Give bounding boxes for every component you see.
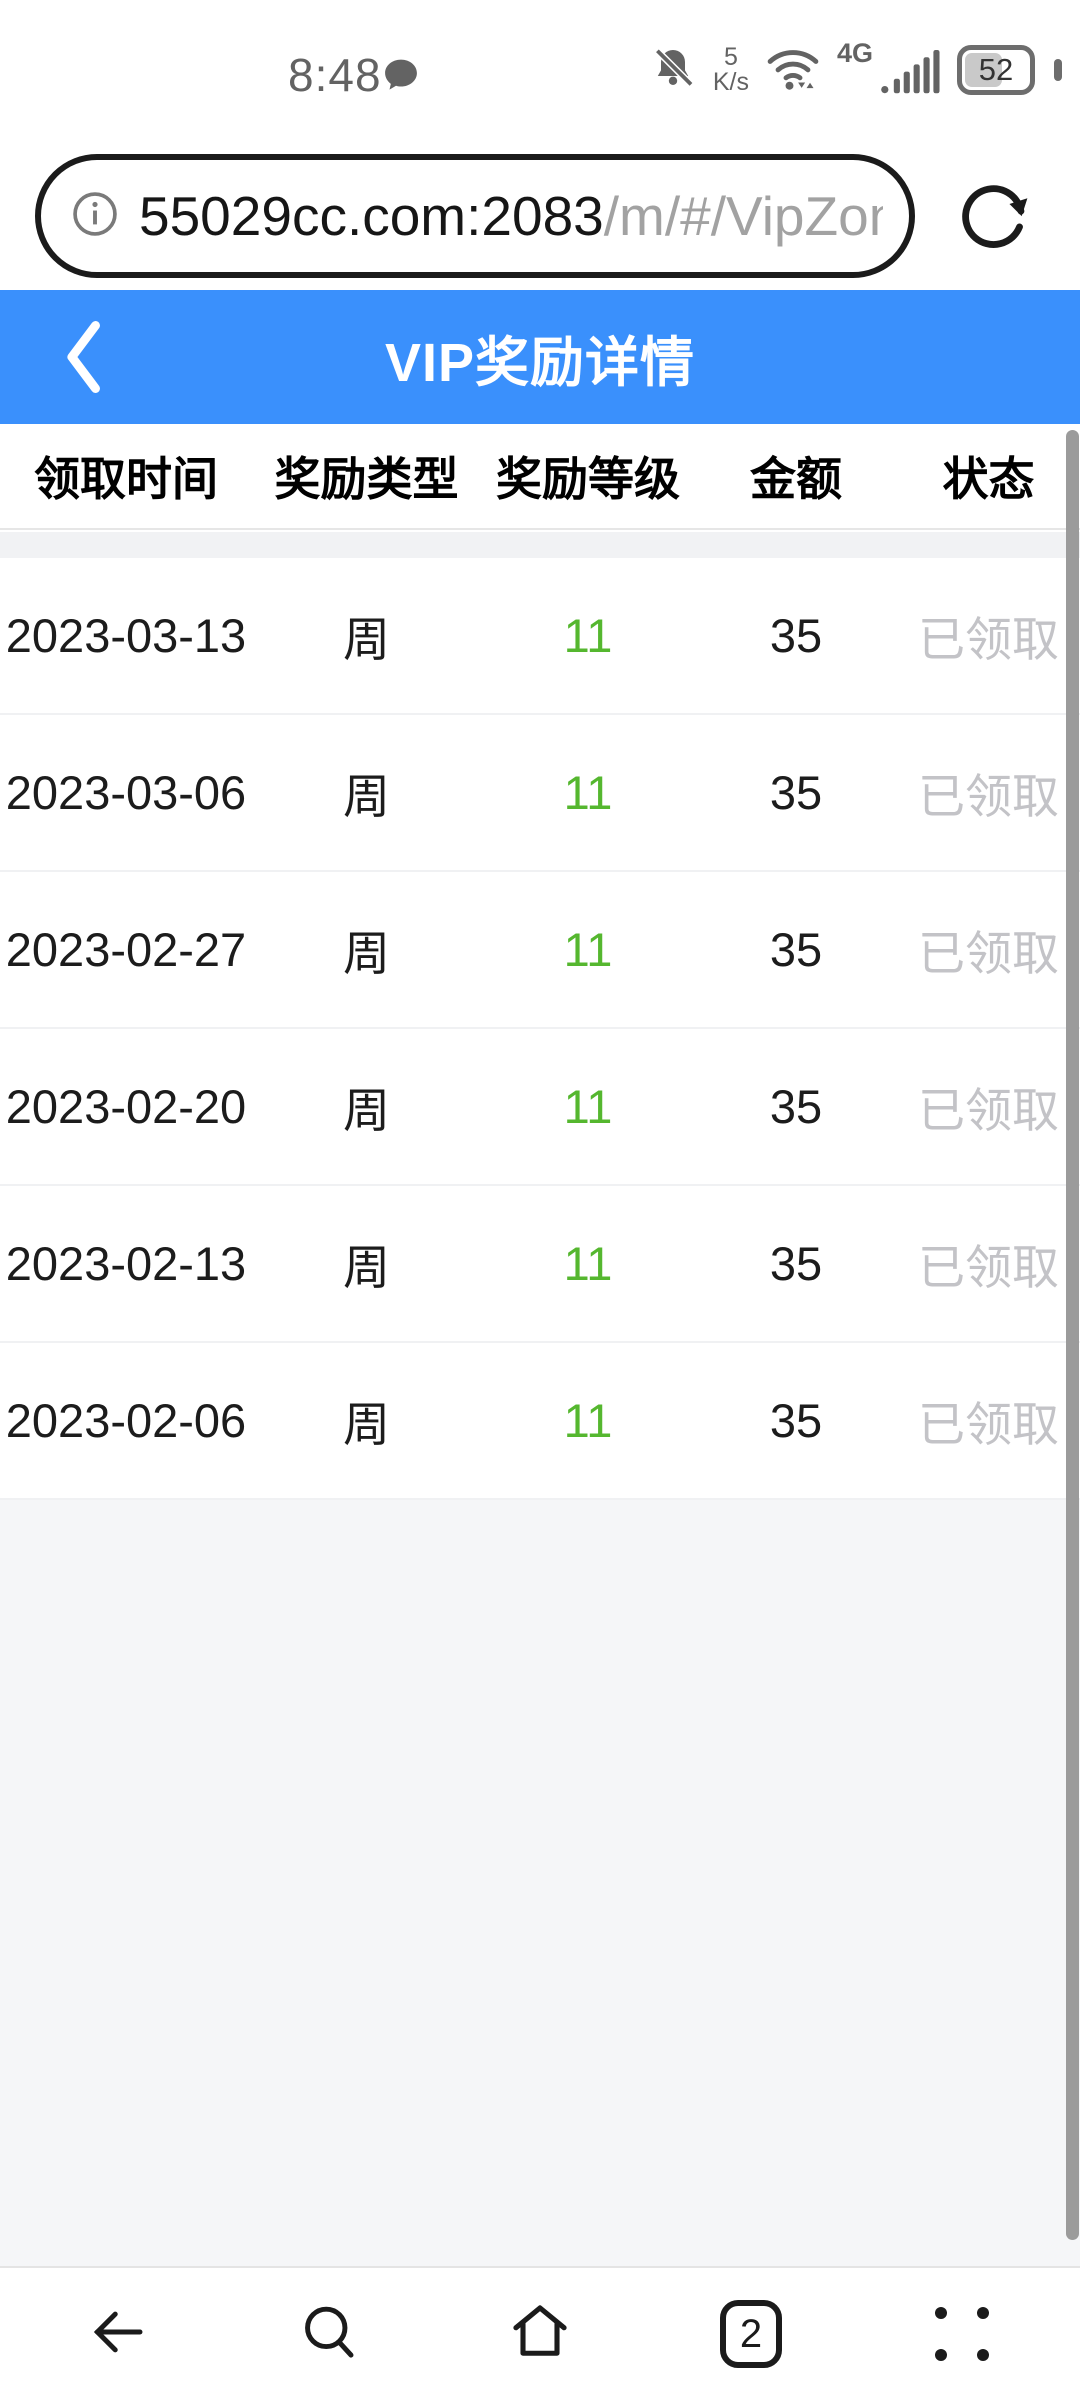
cell-level: 11 (563, 1080, 613, 1133)
cell-amount: 35 (769, 923, 823, 976)
battery-nub (1054, 59, 1062, 81)
cell-date: 2023-02-13 (5, 1237, 247, 1290)
cell-type: 周 (343, 1241, 390, 1294)
network-type: 4G (836, 38, 873, 68)
clock: 8:48 (288, 49, 382, 101)
reload-button[interactable] (950, 176, 1036, 262)
chat-bubble-icon (378, 52, 424, 103)
cell-level: 11 (563, 609, 613, 662)
wifi-icon (765, 42, 821, 99)
search-icon (296, 2299, 362, 2370)
cell-date: 2023-02-27 (5, 923, 247, 976)
url-host: 55029cc.com:2083 (139, 185, 604, 247)
nav-home-button[interactable] (492, 2286, 588, 2382)
status-bar: 8:48 5 K/s (0, 0, 1080, 110)
cell-level: 11 (563, 1394, 613, 1447)
bottom-nav: 2 (0, 2266, 1080, 2400)
cell-amount: 35 (769, 1394, 823, 1447)
table-row: 2023-02-13 周 11 35 已领取 (0, 1186, 1080, 1343)
cell-level: 11 (563, 923, 613, 976)
cell-status: 已领取 (918, 1241, 1059, 1294)
cell-amount: 35 (769, 609, 823, 662)
chevron-left-icon (53, 315, 117, 404)
cell-status: 已领取 (918, 927, 1059, 980)
scrollbar[interactable] (1066, 430, 1079, 2240)
cell-level: 11 (563, 1237, 613, 1290)
cell-status: 已领取 (918, 1398, 1059, 1451)
cell-amount: 35 (769, 1080, 823, 1133)
table-row: 2023-02-20 周 11 35 已领取 (0, 1029, 1080, 1186)
cell-date: 2023-02-20 (5, 1080, 247, 1133)
nav-tabs-button[interactable]: 2 (703, 2286, 799, 2382)
back-button[interactable] (40, 314, 130, 404)
col-status: 状态 (942, 453, 1035, 505)
battery-indicator: 52 (957, 45, 1035, 95)
cell-status: 已领取 (918, 1084, 1059, 1137)
table-header: 领取时间 奖励类型 奖励等级 金额 状态 (0, 424, 1080, 530)
col-reward-level: 奖励等级 (496, 453, 680, 505)
page-title: VIP奖励详情 (384, 332, 696, 393)
arrow-left-icon (85, 2299, 151, 2370)
cell-type: 周 (343, 613, 390, 666)
table-row: 2023-02-06 周 11 35 已领取 (0, 1343, 1080, 1500)
col-amount: 金额 (750, 453, 842, 505)
url-bar[interactable]: 55029cc.com:2083/m/#/VipZoneD (35, 154, 915, 278)
url-path: /m/#/VipZoneD (603, 185, 883, 247)
cell-date: 2023-03-13 (5, 609, 247, 662)
rewards-table: 2023-03-13 周 11 35 已领取 2023-03-06 周 11 3… (0, 558, 1080, 1500)
cell-status: 已领取 (918, 770, 1059, 823)
cell-level: 11 (563, 766, 613, 819)
home-icon (506, 2298, 574, 2371)
page-header: VIP奖励详情 (0, 290, 1080, 424)
col-claim-time: 领取时间 (34, 453, 218, 505)
browser-toolbar: 55029cc.com:2083/m/#/VipZoneD (0, 110, 1080, 290)
nav-menu-button[interactable] (914, 2286, 1010, 2382)
page-background (0, 1500, 1080, 2266)
nav-back-button[interactable] (70, 2286, 166, 2382)
cell-type: 周 (343, 927, 390, 980)
cell-amount: 35 (769, 766, 823, 819)
nav-search-button[interactable] (281, 2286, 377, 2382)
cell-type: 周 (343, 1398, 390, 1451)
network-speed-value: 5 (723, 42, 738, 71)
signal-bars-icon (879, 41, 941, 100)
tabs-icon: 2 (720, 2300, 782, 2368)
table-row: 2023-02-27 周 11 35 已领取 (0, 872, 1080, 1029)
col-reward-type: 奖励类型 (274, 453, 459, 505)
cell-type: 周 (343, 1084, 390, 1137)
table-top-gap (0, 532, 1080, 558)
table-row: 2023-03-06 周 11 35 已领取 (0, 715, 1080, 872)
cell-amount: 35 (769, 1237, 823, 1290)
tab-count: 2 (739, 2311, 763, 2356)
cell-type: 周 (343, 770, 390, 823)
status-icons: 5 K/s 4G (649, 38, 1062, 100)
info-icon[interactable] (69, 188, 121, 245)
cell-date: 2023-03-06 (5, 766, 247, 819)
network-speed-unit: K/s (712, 68, 749, 96)
menu-dots-icon (935, 2307, 989, 2361)
cell-status: 已领取 (918, 613, 1059, 666)
cell-date: 2023-02-06 (5, 1394, 247, 1447)
bell-muted-icon (649, 44, 697, 97)
url-text[interactable]: 55029cc.com:2083/m/#/VipZoneD (139, 184, 883, 248)
table-row: 2023-03-13 周 11 35 已领取 (0, 558, 1080, 715)
battery-percent: 52 (978, 52, 1014, 87)
network-speed: 5 K/s (712, 42, 749, 96)
battery-fill (965, 53, 1002, 87)
